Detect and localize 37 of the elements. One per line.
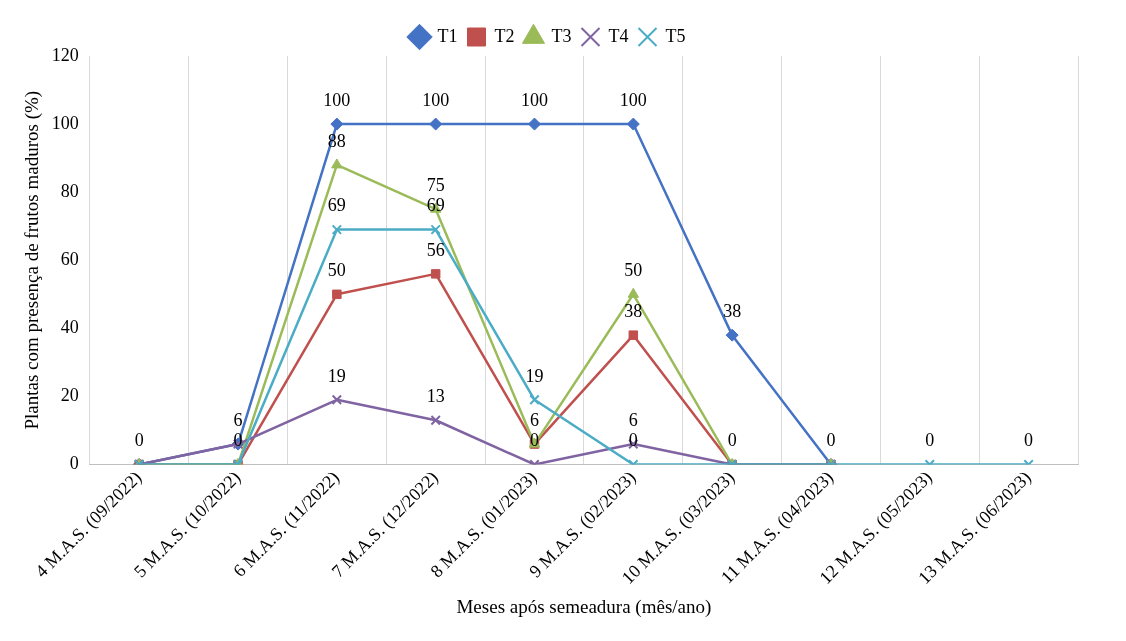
legend-label: T4 <box>608 25 629 46</box>
data-label: 100 <box>619 89 647 110</box>
data-label: 19 <box>525 365 544 386</box>
y-tick-label: 120 <box>51 44 79 65</box>
data-label: 100 <box>323 89 351 110</box>
y-tick-label: 80 <box>60 180 79 201</box>
data-label: 6 <box>529 409 539 430</box>
y-tick-label: 60 <box>60 248 79 269</box>
data-label: 38 <box>723 300 742 321</box>
data-label: 75 <box>426 174 445 195</box>
data-label: 0 <box>727 430 737 451</box>
y-tick-label: 40 <box>60 317 79 338</box>
data-label: 50 <box>624 260 643 281</box>
y-tick-label: 0 <box>69 453 79 474</box>
data-label: 13 <box>426 385 445 406</box>
legend-label: T1 <box>437 25 458 46</box>
y-tick-label: 100 <box>51 112 79 133</box>
data-label: 0 <box>925 430 935 451</box>
legend-label: T2 <box>494 25 515 46</box>
x-axis-title: Meses após semeadura (mês/ano) <box>456 595 712 618</box>
data-label: 0 <box>826 430 836 451</box>
data-label: 0 <box>628 430 638 451</box>
legend-label: T3 <box>551 25 572 46</box>
data-label: 69 <box>327 195 346 216</box>
data-label: 56 <box>426 239 445 260</box>
data-label: 100 <box>422 89 450 110</box>
y-tick-label: 20 <box>60 385 79 406</box>
data-label: 100 <box>520 89 548 110</box>
y-axis-title: Plantas com presença de frutos maduros (%) <box>21 90 44 430</box>
data-label: 0 <box>134 430 144 451</box>
data-label: 6 <box>628 409 638 430</box>
data-label: 38 <box>624 300 643 321</box>
data-label: 0 <box>1024 430 1034 451</box>
legend-label: T5 <box>665 25 686 46</box>
data-label: 19 <box>327 365 346 386</box>
data-label: 6 <box>233 409 243 430</box>
data-label: 50 <box>327 260 346 281</box>
